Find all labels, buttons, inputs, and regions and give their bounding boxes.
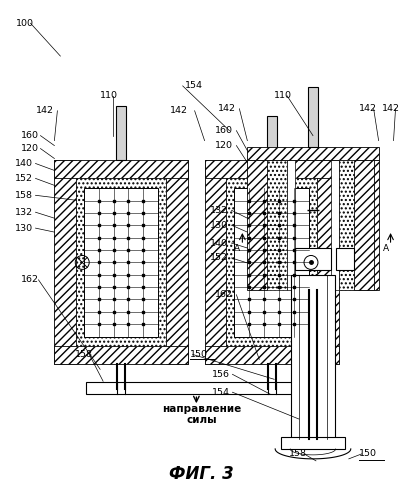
Bar [234, 188, 309, 336]
Text: 150: 150 [189, 350, 208, 359]
Bar [86, 382, 307, 394]
Text: 158: 158 [75, 350, 93, 359]
Bar [247, 160, 267, 290]
Text: 120: 120 [215, 141, 233, 150]
Bar [267, 160, 287, 290]
Text: направление: направление [162, 404, 241, 414]
Bar [281, 437, 345, 449]
Bar [204, 160, 227, 364]
Text: 160: 160 [215, 126, 233, 135]
Bar [204, 346, 339, 364]
Text: 140: 140 [15, 159, 33, 168]
Text: 154: 154 [212, 388, 229, 396]
Bar [55, 160, 76, 364]
Text: 130: 130 [210, 220, 228, 230]
Bar [287, 160, 295, 290]
Text: 132: 132 [15, 208, 33, 216]
Bar [295, 248, 331, 270]
Text: 156: 156 [212, 370, 229, 379]
Text: 120: 120 [21, 144, 39, 153]
Bar [166, 160, 188, 364]
Bar [339, 160, 359, 290]
Text: 140: 140 [210, 238, 227, 248]
Bar [339, 160, 354, 290]
Text: A: A [383, 244, 389, 252]
Text: 152: 152 [15, 174, 33, 183]
Text: 158: 158 [15, 191, 33, 200]
Bar [331, 160, 339, 290]
Text: 110: 110 [100, 92, 118, 100]
Text: 110: 110 [274, 92, 292, 100]
Bar [359, 160, 379, 290]
Bar [354, 160, 374, 290]
Bar [317, 160, 339, 364]
Text: 142: 142 [382, 104, 400, 114]
Text: 142: 142 [359, 104, 377, 114]
Bar [76, 178, 166, 346]
Text: 132: 132 [210, 206, 228, 214]
Bar [227, 178, 317, 346]
Text: 162: 162 [21, 276, 39, 284]
Text: A: A [234, 244, 240, 252]
Text: 130: 130 [15, 224, 33, 232]
Text: 154: 154 [185, 82, 203, 90]
Bar [336, 248, 354, 270]
Text: 142: 142 [36, 106, 53, 116]
Text: 100: 100 [16, 18, 34, 28]
Bar [84, 188, 158, 336]
Text: силы: силы [186, 415, 217, 425]
Text: 162: 162 [215, 290, 233, 300]
Text: ФИГ. 3: ФИГ. 3 [169, 465, 234, 483]
Bar [116, 106, 126, 160]
Text: 142: 142 [217, 104, 236, 114]
Text: 152: 152 [210, 254, 227, 262]
Bar [291, 275, 335, 439]
Bar [267, 116, 277, 160]
Bar [247, 146, 379, 160]
Bar [204, 160, 339, 178]
Text: 160: 160 [21, 131, 39, 140]
Bar [55, 160, 188, 178]
Text: 158: 158 [289, 450, 307, 458]
Text: 142: 142 [170, 106, 188, 116]
Bar [55, 346, 188, 364]
Bar [308, 87, 318, 146]
Text: 150: 150 [359, 450, 377, 458]
